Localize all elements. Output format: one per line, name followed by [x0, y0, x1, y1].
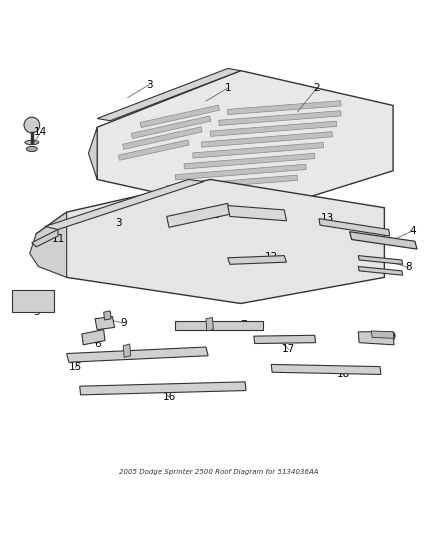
Polygon shape [166, 175, 297, 191]
Polygon shape [271, 365, 381, 375]
Polygon shape [118, 140, 189, 160]
Polygon shape [123, 127, 202, 149]
Polygon shape [131, 116, 211, 139]
Text: 19: 19 [384, 332, 398, 342]
Polygon shape [82, 329, 105, 345]
Text: 10: 10 [208, 210, 221, 220]
Polygon shape [97, 68, 241, 120]
Polygon shape [88, 127, 97, 180]
Text: 11: 11 [51, 234, 64, 244]
Polygon shape [67, 347, 208, 362]
Polygon shape [228, 256, 286, 264]
Polygon shape [219, 111, 341, 125]
Text: 3: 3 [146, 79, 153, 90]
Polygon shape [175, 164, 306, 180]
Polygon shape [201, 132, 332, 147]
Polygon shape [371, 331, 394, 338]
Text: 2: 2 [314, 83, 320, 93]
Bar [34, 296, 39, 308]
Ellipse shape [26, 147, 37, 151]
Text: 15: 15 [69, 362, 82, 373]
Text: 16: 16 [162, 392, 176, 402]
Polygon shape [32, 230, 58, 247]
Polygon shape [219, 257, 337, 269]
Polygon shape [80, 382, 246, 395]
Polygon shape [228, 206, 286, 221]
Polygon shape [167, 204, 230, 228]
Text: 6: 6 [94, 339, 100, 349]
Polygon shape [206, 318, 213, 331]
Text: 12: 12 [265, 252, 278, 262]
Text: 9: 9 [120, 318, 127, 328]
Polygon shape [95, 317, 115, 329]
Polygon shape [71, 205, 159, 228]
Text: 17: 17 [282, 344, 295, 354]
Polygon shape [210, 121, 337, 136]
Polygon shape [57, 238, 133, 260]
Polygon shape [319, 219, 390, 236]
Text: 7: 7 [240, 320, 246, 330]
Text: 1: 1 [224, 83, 231, 93]
Polygon shape [36, 180, 385, 303]
Polygon shape [104, 311, 111, 320]
Text: 2005 Dodge Sprinter 2500 Roof Diagram for 5134036AA: 2005 Dodge Sprinter 2500 Roof Diagram fo… [119, 469, 319, 475]
Polygon shape [45, 180, 204, 230]
Polygon shape [358, 266, 403, 275]
Text: 18: 18 [336, 369, 350, 379]
Polygon shape [62, 227, 141, 249]
Polygon shape [232, 225, 350, 237]
Polygon shape [358, 256, 403, 264]
Bar [16, 296, 20, 308]
Ellipse shape [25, 140, 39, 144]
Text: 14: 14 [34, 127, 47, 138]
Polygon shape [254, 335, 316, 344]
Polygon shape [215, 268, 332, 280]
Polygon shape [12, 290, 53, 312]
Polygon shape [350, 232, 417, 249]
Polygon shape [223, 246, 341, 258]
Bar [40, 296, 45, 308]
Polygon shape [228, 236, 345, 247]
Text: 5: 5 [33, 307, 39, 317]
Polygon shape [53, 249, 124, 271]
Polygon shape [30, 212, 67, 277]
Polygon shape [227, 101, 341, 115]
Bar [22, 296, 26, 308]
Polygon shape [358, 332, 394, 345]
Text: 4: 4 [410, 226, 416, 236]
Polygon shape [176, 321, 262, 329]
Polygon shape [123, 344, 131, 358]
Circle shape [24, 117, 40, 133]
Polygon shape [184, 154, 315, 169]
Bar [28, 296, 32, 308]
Text: 8: 8 [405, 262, 412, 272]
Polygon shape [66, 216, 150, 239]
Text: 3: 3 [116, 218, 122, 228]
Polygon shape [240, 203, 358, 215]
Polygon shape [236, 214, 354, 225]
Text: 13: 13 [321, 213, 335, 223]
Polygon shape [193, 142, 324, 158]
Polygon shape [97, 71, 393, 214]
Bar [46, 296, 50, 308]
Polygon shape [140, 105, 219, 127]
